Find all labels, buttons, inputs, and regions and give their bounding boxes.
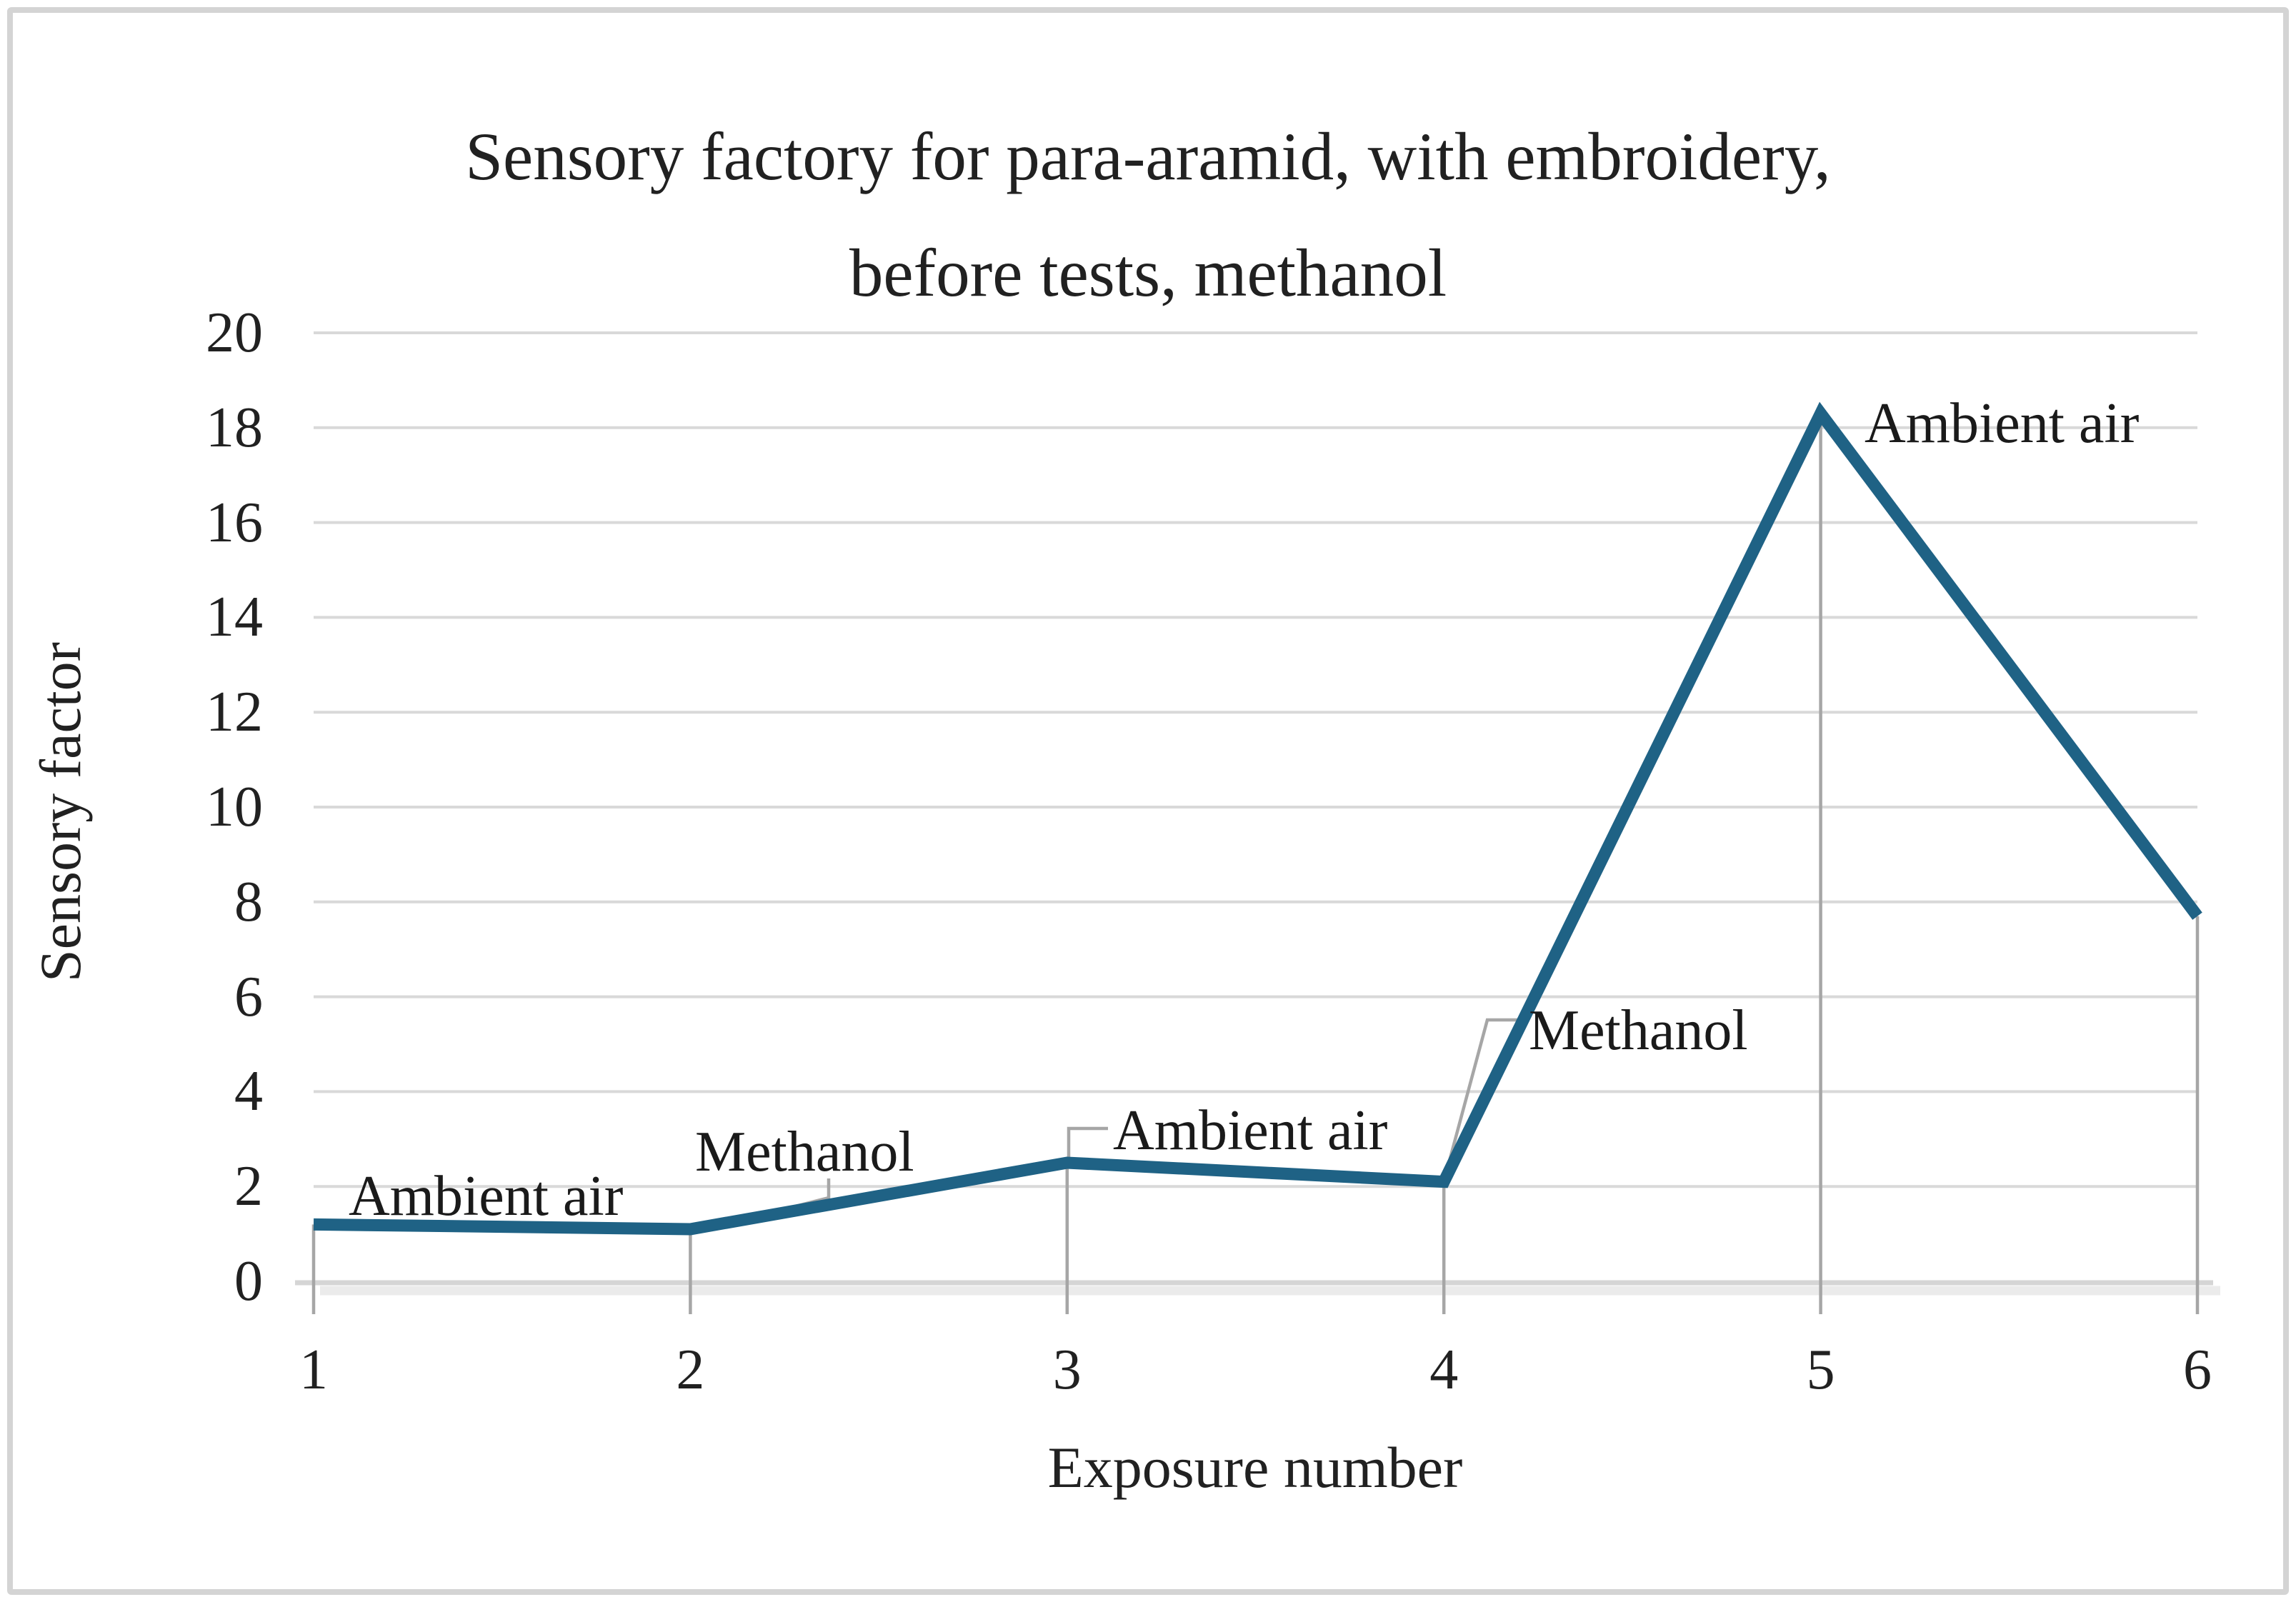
chart-title-line1: Sensory factory for para-aramid, with em… [465, 119, 1831, 194]
y-tick-label-6: 6 [234, 965, 263, 1028]
x-tick-label-2: 2 [676, 1338, 705, 1401]
point-label-ambient-air-5: Ambient air [1865, 392, 2140, 455]
x-tick-label-1: 1 [299, 1338, 328, 1401]
point-label-ambient-air-1: Ambient air [349, 1165, 624, 1228]
x-tick-label-4: 4 [1429, 1338, 1459, 1401]
point-label-ambient-air-3: Ambient air [1113, 1099, 1388, 1162]
y-tick-label-18: 18 [206, 396, 263, 459]
x-tick-label-5: 5 [1806, 1338, 1835, 1401]
leader-line-methanol-4 [1442, 1018, 1526, 1183]
y-tick-label-12: 12 [206, 681, 263, 744]
point-label-methanol-2: Methanol [695, 1121, 914, 1183]
leader-line-ambient-air-3 [1067, 1126, 1108, 1163]
point-label-methanol-4: Methanol [1529, 999, 1748, 1062]
x-tick-label-6: 6 [2183, 1338, 2212, 1401]
series-line-sensory-factor [313, 401, 2202, 1236]
chart-title: Sensory factory for para-aramid, with em… [0, 99, 2296, 332]
y-tick-label-8: 8 [234, 870, 263, 933]
y-tick-label-14: 14 [206, 586, 263, 649]
y-tick-label-10: 10 [206, 776, 263, 838]
y-tick-label-2: 2 [234, 1155, 263, 1218]
x-axis-title: Exposure number [1047, 1435, 1463, 1500]
x-tick-label-3: 3 [1052, 1338, 1082, 1401]
chart-title-line2: before tests, methanol [849, 235, 1447, 311]
y-tick-label-4: 4 [234, 1060, 263, 1123]
y-tick-label-20: 20 [206, 301, 263, 364]
y-axis-title: Sensory factor [28, 642, 93, 982]
y-tick-label-0: 0 [234, 1250, 263, 1313]
y-tick-label-16: 16 [206, 491, 263, 554]
